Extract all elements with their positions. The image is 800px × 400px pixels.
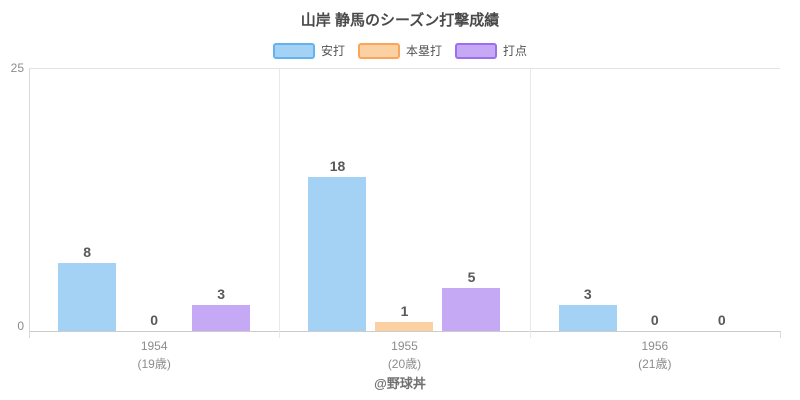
bar-value-label: 18 — [329, 158, 346, 174]
legend-label: 打点 — [503, 44, 528, 58]
x-axis-age: (19歳) — [137, 357, 171, 371]
y-axis-tick-zero: 0 — [17, 319, 24, 333]
x-axis-label-1954: 1954 (19歳) — [29, 337, 279, 373]
bar-slot: 0 — [693, 312, 751, 331]
bar-groups: 8 0 3 18 1 5 3 0 0 — [29, 69, 780, 331]
legend-label: 安打 — [320, 44, 345, 58]
bar-slot: 0 — [125, 312, 183, 331]
bar-slot: 5 — [442, 269, 501, 331]
legend-swatch-icon — [357, 42, 400, 59]
bar-安打-1954 — [58, 263, 117, 331]
plot-area: 8 0 3 18 1 5 3 0 0 — [29, 68, 781, 338]
bar-value-label: 3 — [583, 286, 592, 302]
bar-value-label: 0 — [650, 312, 659, 328]
bar-安打-1956 — [558, 305, 617, 331]
chart-title: 山岸 静馬のシーズン打撃成績 — [300, 12, 500, 29]
bar-slot: 0 — [626, 312, 684, 331]
bar-slot: 18 — [308, 158, 367, 331]
category-separator-line — [529, 69, 531, 338]
legend-swatch-icon — [455, 42, 497, 59]
bar-打点-1955 — [442, 288, 501, 331]
bar-value-label: 1 — [400, 303, 409, 319]
legend-label: 本塁打 — [405, 44, 442, 58]
x-axis-label-1955: 1955 (20歳) — [279, 337, 529, 373]
bar-本塁打-1955 — [375, 322, 434, 331]
x-axis-age: (20歳) — [387, 357, 422, 371]
bar-slot: 8 — [58, 244, 117, 331]
bar-value-label: 5 — [467, 269, 476, 285]
x-axis-year: 1954 — [140, 339, 168, 353]
legend: 安打 本塁打 打点 — [0, 42, 800, 59]
bar-value-label: 0 — [150, 312, 159, 328]
x-axis-tick-mark — [29, 331, 30, 338]
bar-value-label: 8 — [83, 244, 92, 260]
x-axis-labels: 1954 (19歳) 1955 (20歳) 1956 (21歳) — [29, 337, 780, 373]
legend-swatch-icon — [272, 42, 315, 59]
bar-group-1955: 18 1 5 — [279, 69, 529, 331]
bar-value-label: 3 — [217, 286, 226, 302]
bar-安打-1955 — [308, 177, 367, 331]
x-axis-tick-mark — [780, 331, 781, 338]
y-axis-tick-max: 25 — [10, 61, 24, 75]
bar-slot: 1 — [375, 303, 434, 331]
x-axis-age: (21歳) — [638, 357, 672, 371]
bar-打点-1954 — [192, 305, 251, 331]
legend-item-0[interactable]: 安打 — [272, 42, 345, 59]
x-axis-label-1956: 1956 (21歳) — [530, 337, 780, 373]
x-axis-year: 1956 — [641, 339, 669, 353]
bar-slot: 3 — [558, 286, 617, 331]
bar-value-label: 0 — [717, 312, 726, 328]
bar-group-1954: 8 0 3 — [29, 69, 279, 331]
bar-group-1956: 3 0 0 — [530, 69, 780, 331]
credit: @野球丼 — [374, 376, 426, 391]
legend-item-2[interactable]: 打点 — [455, 42, 527, 59]
legend-item-1[interactable]: 本塁打 — [357, 42, 442, 59]
bar-slot: 3 — [192, 286, 251, 331]
x-axis-year: 1955 — [391, 339, 418, 353]
y-axis-line — [29, 69, 30, 338]
category-separator-line — [279, 69, 281, 338]
